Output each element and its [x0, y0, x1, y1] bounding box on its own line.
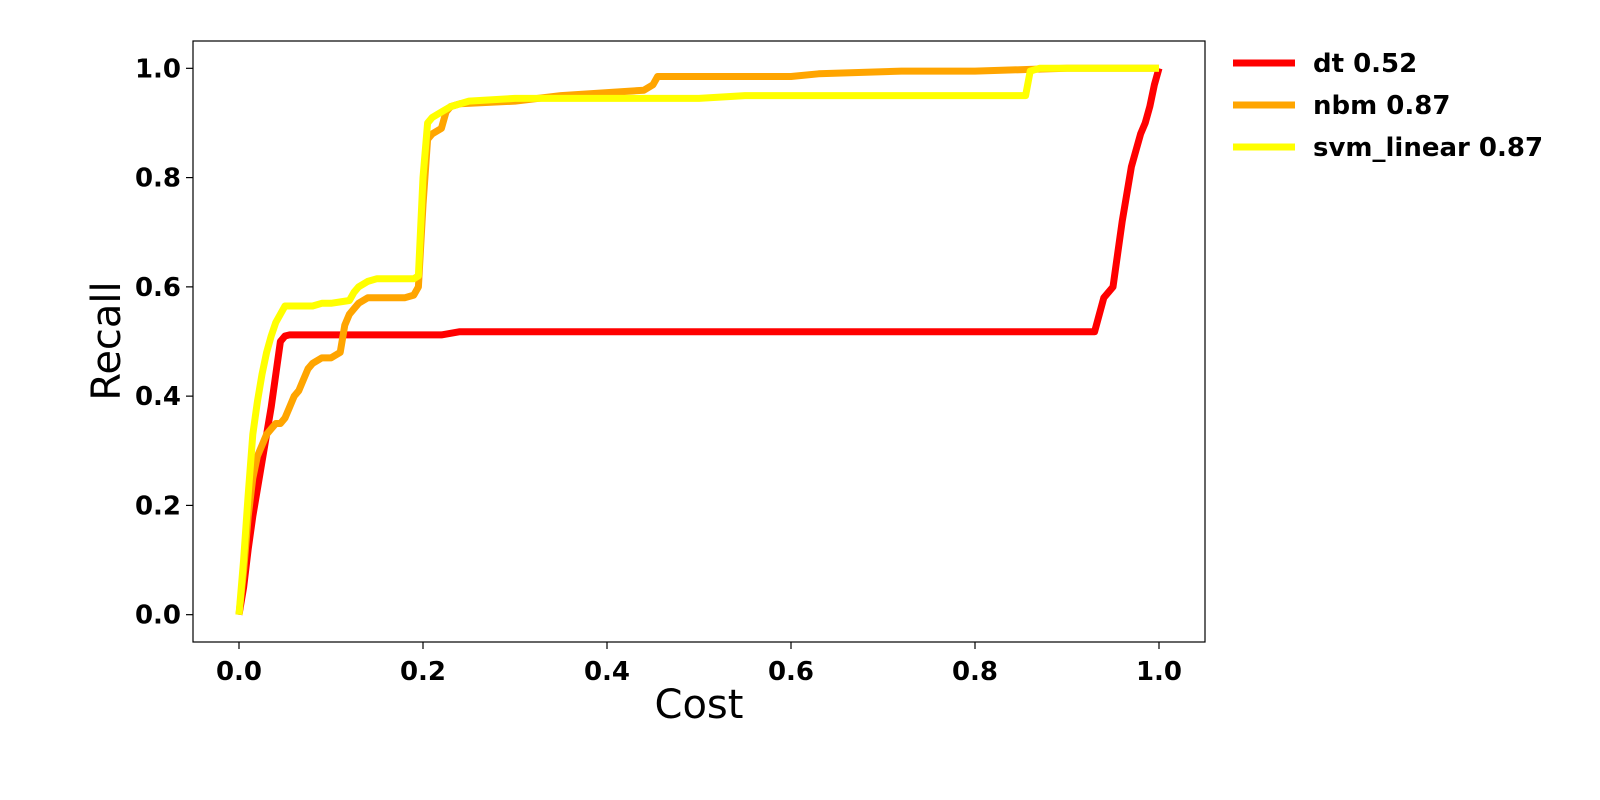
y-tick-label: 0.8 [135, 164, 181, 194]
x-tick-label: 0.8 [952, 657, 998, 687]
series-line-1 [235, 64, 1159, 616]
x-tick-label: 0.6 [768, 657, 814, 687]
legend-label-1: nbm 0.87 [1313, 91, 1450, 121]
x-axis-label: Cost [655, 682, 744, 728]
legend-label-0: dt 0.52 [1313, 49, 1417, 79]
x-axis-ticks: 0.0 0.2 0.4 0.6 0.8 1.0 [216, 642, 1182, 687]
series-line-0 [235, 67, 1163, 616]
y-tick-label: 0.6 [135, 273, 181, 303]
y-tick-label: 0.2 [135, 491, 181, 521]
y-tick-label: 0.4 [135, 382, 181, 412]
legend: dt 0.52 nbm 0.87 svm_linear 0.87 [1233, 49, 1543, 163]
x-tick-label: 0.0 [216, 657, 262, 687]
y-axis-ticks: 0.0 0.2 0.4 0.6 0.8 1.0 [135, 54, 193, 631]
y-tick-label: 1.0 [135, 54, 181, 84]
series-line-2 [235, 64, 1159, 615]
x-tick-label: 0.4 [584, 657, 630, 687]
y-tick-label: 0.0 [135, 601, 181, 631]
series-layer [235, 64, 1163, 616]
y-axis-label: Recall [84, 281, 130, 400]
plot-frame [192, 40, 1206, 643]
x-tick-label: 0.2 [400, 657, 446, 687]
legend-label-2: svm_linear 0.87 [1313, 133, 1543, 163]
x-tick-label: 1.0 [1136, 657, 1182, 687]
